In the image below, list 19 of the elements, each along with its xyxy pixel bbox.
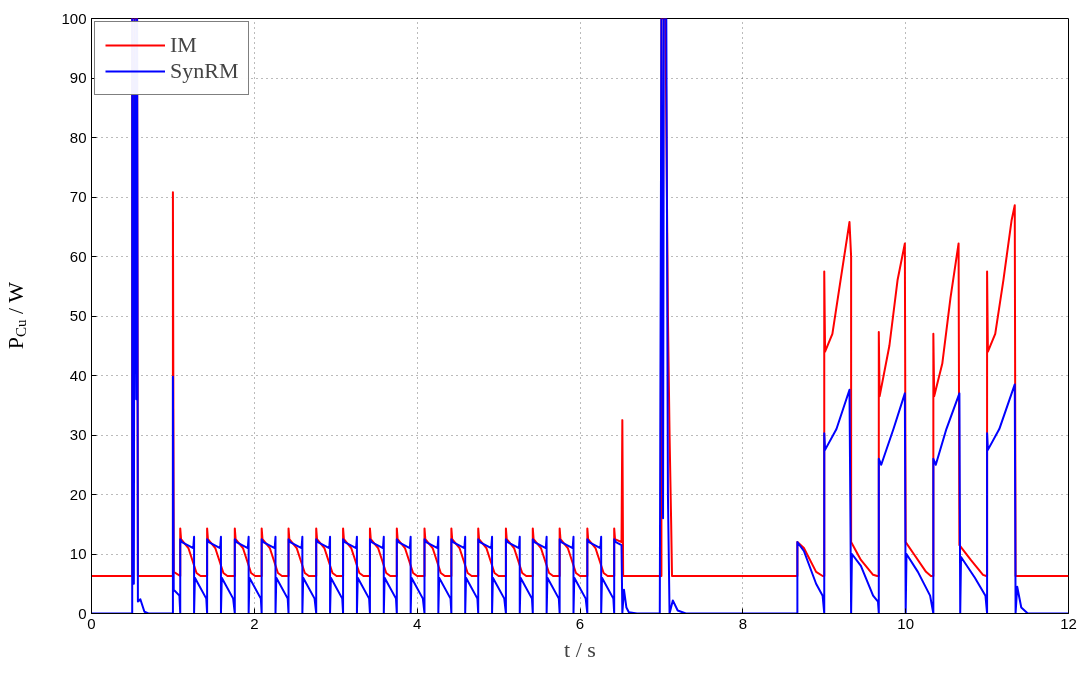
y-tick-label: 40 [69,366,87,384]
y-tick-label: 100 [61,9,87,27]
y-tick-label: 30 [69,426,87,443]
y-tick-label: 70 [69,188,87,205]
x-tick-label: 12 [1060,614,1077,632]
x-axis-title: t / s [564,636,596,662]
y-tick-label: 90 [69,69,87,86]
legend-label: IM [170,32,197,58]
x-tick-label: 8 [738,614,748,632]
x-tick-label: 10 [897,614,915,632]
x-tick-label: 6 [575,614,585,632]
x-tick-label: 4 [413,614,422,632]
y-tick-label: 60 [69,247,87,265]
y-tick-label: 80 [69,128,87,146]
y-tick-label: 20 [69,485,87,503]
x-tick-label: 2 [250,614,259,632]
y-tick-label: 50 [69,307,87,324]
y-tick-label: 10 [69,545,87,562]
legend-label: SynRM [170,58,239,84]
